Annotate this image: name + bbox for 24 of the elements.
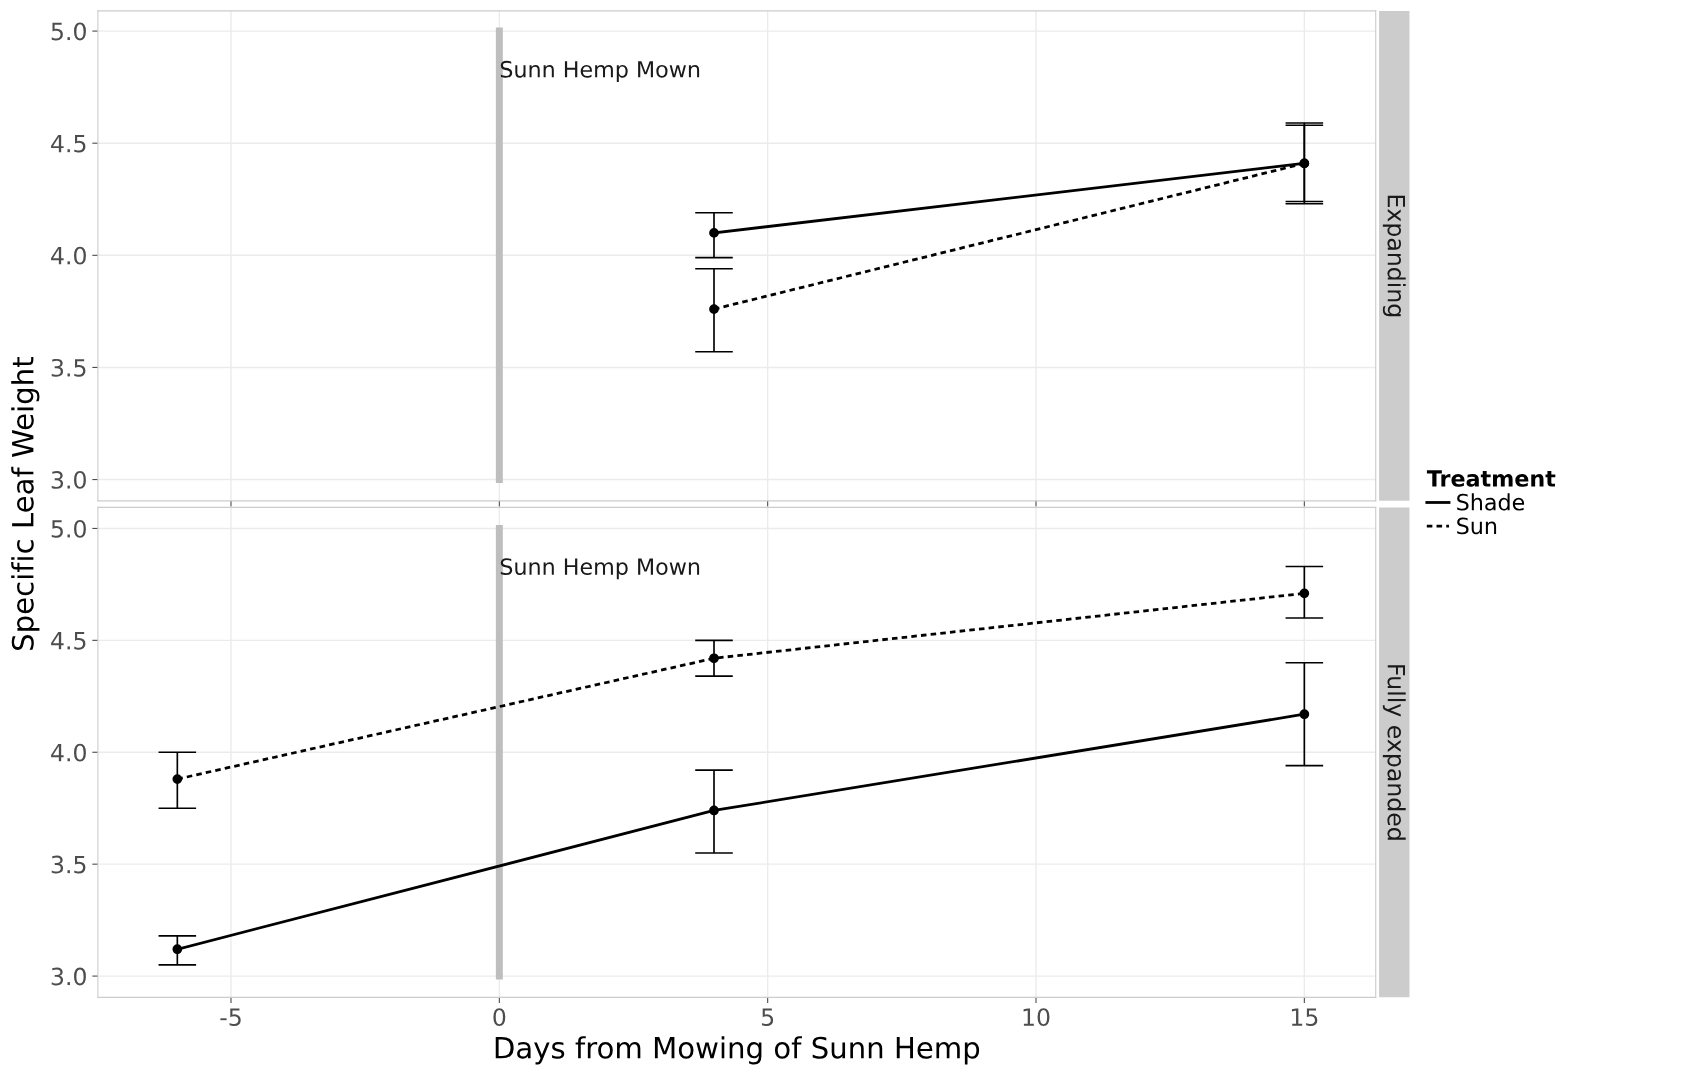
x-axis-title: Days from Mowing of Sunn Hemp (495, 1036, 980, 1065)
legend-title: Treatment (1426, 470, 1556, 487)
y-tick-label: 5.0 (51, 519, 86, 538)
ref-line-label: Sunn Hemp Mown (500, 558, 700, 580)
y-tick-label: 4.0 (51, 246, 86, 265)
x-tick-label: 5 (761, 1008, 774, 1027)
x-tick-label: -5 (220, 1008, 241, 1027)
x-tick-label: 0 (493, 1008, 506, 1027)
y-tick-label: 3.0 (51, 471, 86, 489)
legend-label: Shade (1457, 493, 1525, 511)
y-tick-label: 3.5 (51, 855, 86, 874)
ref-line-label: Sunn Hemp Mown (500, 60, 700, 82)
y-axis-title: Specific Leaf Weight (11, 357, 40, 650)
x-tick-label: 10 (1023, 1008, 1050, 1027)
text: Expanding (1382, 195, 1406, 317)
y-tick-label: 5.0 (51, 22, 86, 41)
y-tick-label: 3.0 (51, 967, 86, 986)
x-tick-label: 15 (1291, 1008, 1318, 1027)
y-tick-label: 4.5 (51, 632, 86, 650)
y-tick-label: 3.5 (51, 358, 86, 377)
y-tick-label: 4.5 (51, 134, 86, 153)
y-tick-label: 4.0 (51, 743, 86, 762)
text: Fully expanded (1382, 665, 1406, 840)
legend-label: Sun (1457, 517, 1497, 535)
